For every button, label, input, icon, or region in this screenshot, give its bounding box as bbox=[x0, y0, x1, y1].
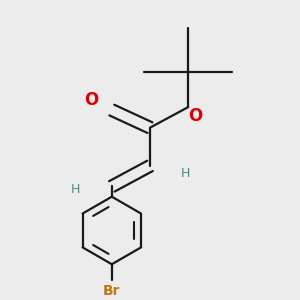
Text: O: O bbox=[188, 107, 203, 125]
Text: H: H bbox=[181, 167, 190, 180]
Text: O: O bbox=[84, 91, 98, 109]
Text: Br: Br bbox=[103, 284, 121, 298]
Text: H: H bbox=[70, 183, 80, 196]
